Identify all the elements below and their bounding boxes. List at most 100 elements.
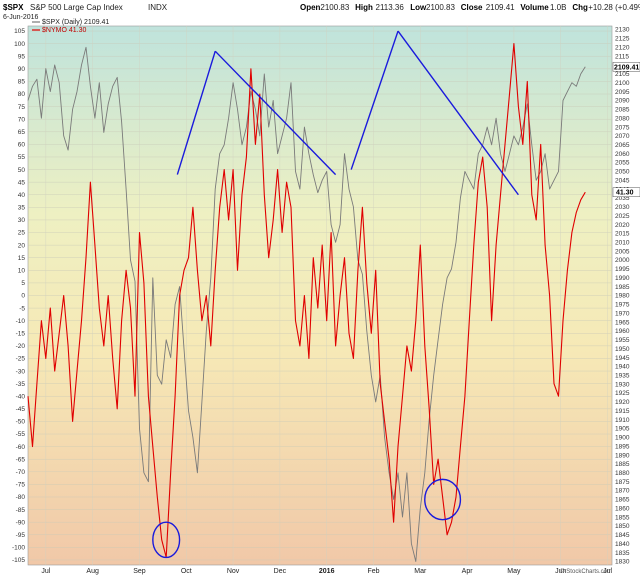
ohlc-stats: Open 2100.83 High 2113.36 Low 2100.83 Close 210… [300, 3, 640, 12]
x-tick-label: 2016 [319, 568, 335, 575]
right-tick-label: 1985 [615, 284, 630, 291]
stat-label-3: Close [461, 3, 483, 12]
watermark: © StockCharts.com [560, 568, 612, 575]
legend-label-spx: $SPX (Daily) 2109.41 [42, 19, 109, 26]
left-tick-label: -70 [16, 469, 26, 476]
right-tick-label: 1900 [615, 435, 630, 442]
right-tick-label: 1895 [615, 443, 630, 450]
right-tick-label: 1945 [615, 355, 630, 362]
left-tick-label: -95 [16, 532, 26, 539]
right-tick-label: 2025 [615, 213, 630, 220]
left-tick-label: -15 [16, 330, 26, 337]
left-tick-label: -75 [16, 482, 26, 489]
left-tick-label: -55 [16, 431, 26, 438]
right-tick-label: 1975 [615, 302, 630, 309]
right-tick-label: 1960 [615, 328, 630, 335]
right-tick-label: 1845 [615, 532, 630, 539]
left-tick-label: 100 [14, 41, 25, 48]
right-tick-label: 1885 [615, 461, 630, 468]
x-tick-label: Jun [555, 568, 566, 575]
right-tick-label: 1940 [615, 364, 630, 371]
right-tick-label: 1875 [615, 479, 630, 486]
left-tick-label: -60 [16, 444, 26, 451]
stat-label-2: Low [410, 3, 427, 12]
series-line-nymo [27, 43, 586, 558]
x-tick-label: Oct [181, 568, 192, 575]
chart-date: 6-Jun-2016 [3, 14, 39, 21]
right-tick-label: 2015 [615, 231, 630, 238]
left-tick-label: -5 [19, 305, 25, 312]
left-tick-label: 0 [21, 293, 25, 300]
right-tick-label: 1965 [615, 319, 630, 326]
annotation-layer [152, 30, 519, 559]
right-tick-label: 2095 [615, 89, 630, 96]
right-tick-label: 2035 [615, 195, 630, 202]
stat-value-1: 2113.36 [376, 3, 405, 12]
left-tick-label: -45 [16, 406, 26, 413]
last-value-tag-spx [612, 62, 640, 72]
left-tick-label: 90 [18, 66, 26, 73]
left-tick-label: 75 [18, 104, 26, 111]
left-tick-label: 55 [18, 154, 26, 161]
right-tick-label: 1950 [615, 346, 630, 353]
left-tick-label: 45 [18, 179, 26, 186]
right-tick-label: 1830 [615, 559, 630, 566]
left-tick-label: -90 [16, 519, 26, 526]
right-tick-label: 1995 [615, 266, 630, 273]
right-tick-label: 2075 [615, 124, 630, 131]
left-tick-label: 60 [18, 142, 26, 149]
highlight-circle-0 [152, 521, 181, 559]
right-tick-label: 2130 [615, 27, 630, 34]
trend-line-0 [176, 50, 216, 175]
left-tick-label: 105 [14, 28, 25, 35]
left-tick-label: 25 [18, 230, 26, 237]
stat-label-5: Chg [572, 3, 588, 12]
left-tick-label: -80 [16, 494, 26, 501]
right-tick-label: 1870 [615, 488, 630, 495]
right-tick-label: 1855 [615, 514, 630, 521]
left-tick-label: -50 [16, 419, 26, 426]
stat-value-2: 2100.83 [426, 3, 455, 12]
right-tick-label: 2010 [615, 240, 630, 247]
left-axis-ticks: -105-100-95-90-85-80-75-70-65-60-55-50-4… [12, 28, 25, 564]
trend-line-1 [214, 50, 337, 176]
stat-value-4: 1.0B [550, 3, 566, 12]
left-tick-label: 65 [18, 129, 26, 136]
right-tick-label: 1915 [615, 408, 630, 415]
right-tick-label: 2050 [615, 169, 630, 176]
last-value-tag-nymo [612, 187, 640, 197]
left-tick-label: 5 [21, 280, 25, 287]
right-tick-label: 2005 [615, 248, 630, 255]
last-value-tags: 2109.41 41.30 [612, 62, 640, 197]
left-tick-label: -100 [12, 545, 25, 552]
right-tick-label: 1835 [615, 550, 630, 557]
last-value-spx: 2109.41 [614, 64, 639, 71]
series-layer [27, 43, 586, 562]
left-tick-label: -85 [16, 507, 26, 514]
left-tick-label: -20 [16, 343, 26, 350]
left-tick-label: -35 [16, 381, 26, 388]
left-tick-label: 20 [18, 242, 26, 249]
left-tick-label: 30 [18, 217, 26, 224]
right-tick-label: 1955 [615, 337, 630, 344]
right-tick-label: 2030 [615, 204, 630, 211]
trend-line-3 [397, 30, 519, 196]
right-tick-label: 2120 [615, 44, 630, 51]
left-tick-label: 85 [18, 79, 26, 86]
highlight-circle-1 [424, 478, 462, 521]
stat-label-4: Volume [520, 3, 549, 12]
x-tick-label: Jul [41, 568, 50, 575]
right-tick-label: 1850 [615, 523, 630, 530]
right-tick-label: 1990 [615, 275, 630, 282]
left-tick-label: 70 [18, 116, 26, 123]
right-tick-label: 1890 [615, 452, 630, 459]
right-tick-label: 2070 [615, 133, 630, 140]
right-tick-label: 2090 [615, 98, 630, 105]
x-tick-label: Apr [462, 568, 474, 575]
left-tick-label: -30 [16, 368, 26, 375]
index-name: S&P 500 Large Cap Index [30, 3, 123, 12]
stat-label-0: Open [300, 3, 321, 12]
right-tick-label: 2125 [615, 36, 630, 43]
